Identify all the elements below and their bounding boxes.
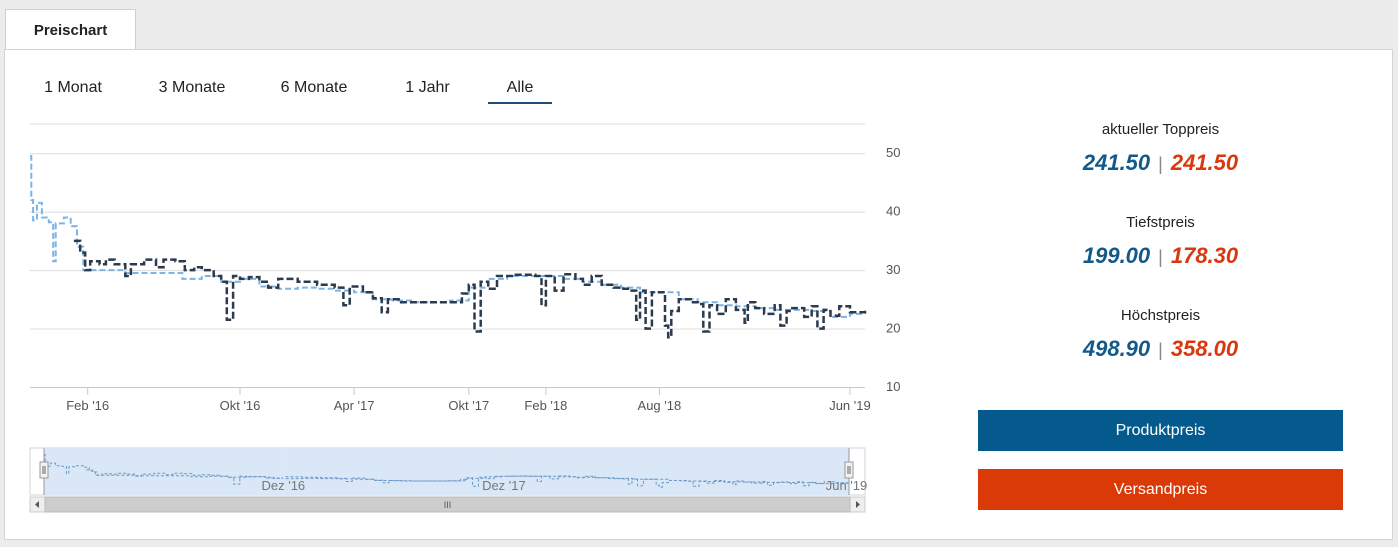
navigator-right-handle[interactable] xyxy=(844,448,854,495)
lowest-price-values: 199.00 | 178.30 xyxy=(978,243,1343,269)
y-tick-label: 100 xyxy=(886,379,900,394)
series-line-dark xyxy=(73,239,867,339)
navigator-tick-label: Dez '16 xyxy=(261,478,305,493)
versandpreis-button[interactable]: Versandpreis xyxy=(978,469,1343,510)
highest-price-shipping: 358.00 xyxy=(1170,336,1239,361)
navigator: Dez '16 Dez '17 Jun '19 III xyxy=(29,447,868,513)
scrollbar-thumb xyxy=(44,496,851,513)
navigator-tick-label: Jun '19 xyxy=(826,478,868,493)
x-tick-label: Feb '18 xyxy=(524,398,567,413)
navigator-tick-label: Dez '17 xyxy=(482,478,526,493)
separator: | xyxy=(1158,154,1163,174)
scroll-right-arrow-icon xyxy=(856,501,860,508)
range-button-1-year[interactable]: 1 Jahr xyxy=(405,79,450,96)
current-top-price-values: 241.50 | 241.50 xyxy=(978,150,1343,176)
separator: | xyxy=(1158,247,1163,267)
x-tick-label: Aug '18 xyxy=(638,398,682,413)
chart-series xyxy=(30,155,867,339)
scrollbar-grip: III xyxy=(444,500,452,510)
tab-preischart[interactable]: Preischart xyxy=(5,9,136,51)
navigator-selected-range xyxy=(44,448,849,495)
navigator-left-handle[interactable] xyxy=(39,448,49,495)
tab-strip: Preischart xyxy=(0,0,1398,51)
produktpreis-button[interactable]: Produktpreis xyxy=(978,410,1343,451)
chart-grid xyxy=(30,123,865,330)
x-tick-label: Okt '16 xyxy=(220,398,261,413)
lowest-price-label: Tiefstpreis xyxy=(1126,214,1195,231)
x-axis: Feb '16 Okt '16 Apr '17 Okt '17 Feb '18 Aug '… xyxy=(30,387,871,413)
range-button-all[interactable]: Alle xyxy=(488,76,552,104)
range-button-3-months[interactable]: 3 Monate xyxy=(158,79,226,96)
highest-price-label: Höchstpreis xyxy=(1120,307,1201,324)
current-top-price-shipping: 241.50 xyxy=(1170,150,1239,175)
highest-price-values: 498.90 | 358.00 xyxy=(978,336,1343,362)
current-top-price-product: 241.50 xyxy=(1082,150,1151,175)
lowest-price-shipping: 178.30 xyxy=(1170,243,1239,268)
y-tick-label: 300 xyxy=(886,262,900,277)
range-button-6-months[interactable]: 6 Monate xyxy=(280,79,348,96)
navigator-scrollbar[interactable]: III xyxy=(29,496,866,513)
separator: | xyxy=(1158,340,1163,360)
y-tick-label: 500 xyxy=(886,145,900,160)
navigator-series-light xyxy=(44,454,850,485)
scroll-left-arrow-icon xyxy=(35,501,39,508)
highest-price-product: 498.90 xyxy=(1082,336,1151,361)
y-tick-label: 400 xyxy=(886,204,900,219)
x-tick-label: Feb '16 xyxy=(66,398,109,413)
lowest-price-product: 199.00 xyxy=(1082,243,1151,268)
y-axis-labels: 500 400 300 200 100 xyxy=(886,145,900,394)
series-line-light xyxy=(30,155,866,318)
y-tick-label: 200 xyxy=(886,321,900,336)
x-tick-label: Okt '17 xyxy=(448,398,489,413)
x-tick-label: Jun '19 xyxy=(829,398,871,413)
x-tick-label: Apr '17 xyxy=(334,398,375,413)
price-chart: 500 400 300 200 100 Feb '16 Okt '16 Apr '17 Okt… xyxy=(29,123,900,513)
range-button-1-month[interactable]: 1 Monat xyxy=(44,79,102,96)
current-top-price-label: aktueller Toppreis xyxy=(1101,121,1220,138)
